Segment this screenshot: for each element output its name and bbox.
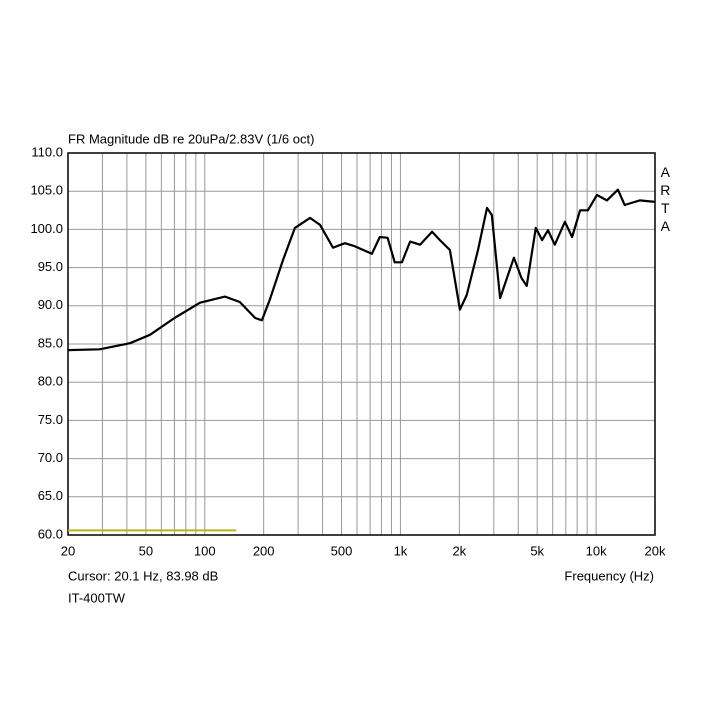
- y-tick-label: 75.0: [38, 412, 63, 427]
- y-tick-label: 65.0: [38, 488, 63, 503]
- response-curve: [67, 188, 656, 352]
- device-name: IT-400TW: [68, 590, 126, 605]
- y-tick-label: 80.0: [38, 374, 63, 389]
- x-axis-label: Frequency (Hz): [564, 568, 654, 583]
- y-tick-label: 100.0: [30, 221, 63, 236]
- cursor-readout: Cursor: 20.1 Hz, 83.98 dB: [68, 568, 218, 583]
- y-tick-label: 90.0: [38, 297, 63, 312]
- y-tick-label: 95.0: [38, 259, 63, 274]
- x-tick-label: 10k: [586, 543, 607, 558]
- y-tick-label: 70.0: [38, 450, 63, 465]
- y-tick-label: 85.0: [38, 335, 63, 350]
- y-tick-label: 60.0: [38, 526, 63, 541]
- x-tick-label: 20k: [645, 543, 666, 558]
- x-tick-label: 20: [61, 543, 75, 558]
- x-tick-label: 5k: [530, 543, 544, 558]
- brand: ARTA: [657, 164, 673, 236]
- y-tick-label: 105.0: [30, 183, 63, 198]
- x-tick-label: 200: [253, 543, 275, 558]
- x-tick-label: 2k: [452, 543, 466, 558]
- y-tick-label: 110.0: [31, 144, 63, 159]
- x-tick-label: 1k: [394, 543, 408, 558]
- x-tick-label: 500: [331, 543, 353, 558]
- x-tick-label: 100: [194, 543, 216, 558]
- x-tick-label: 50: [139, 543, 153, 558]
- chart-title: FR Magnitude dB re 20uPa/2.83V (1/6 oct): [68, 131, 314, 146]
- plot-frame: [67, 152, 656, 536]
